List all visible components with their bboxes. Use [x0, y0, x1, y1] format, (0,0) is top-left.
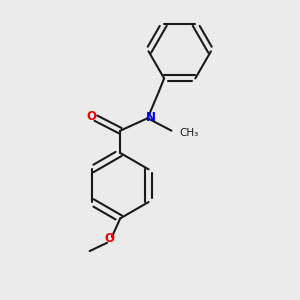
Text: N: N — [146, 111, 156, 124]
Text: CH₃: CH₃ — [180, 128, 199, 138]
Text: O: O — [104, 232, 114, 245]
Text: O: O — [86, 110, 96, 123]
